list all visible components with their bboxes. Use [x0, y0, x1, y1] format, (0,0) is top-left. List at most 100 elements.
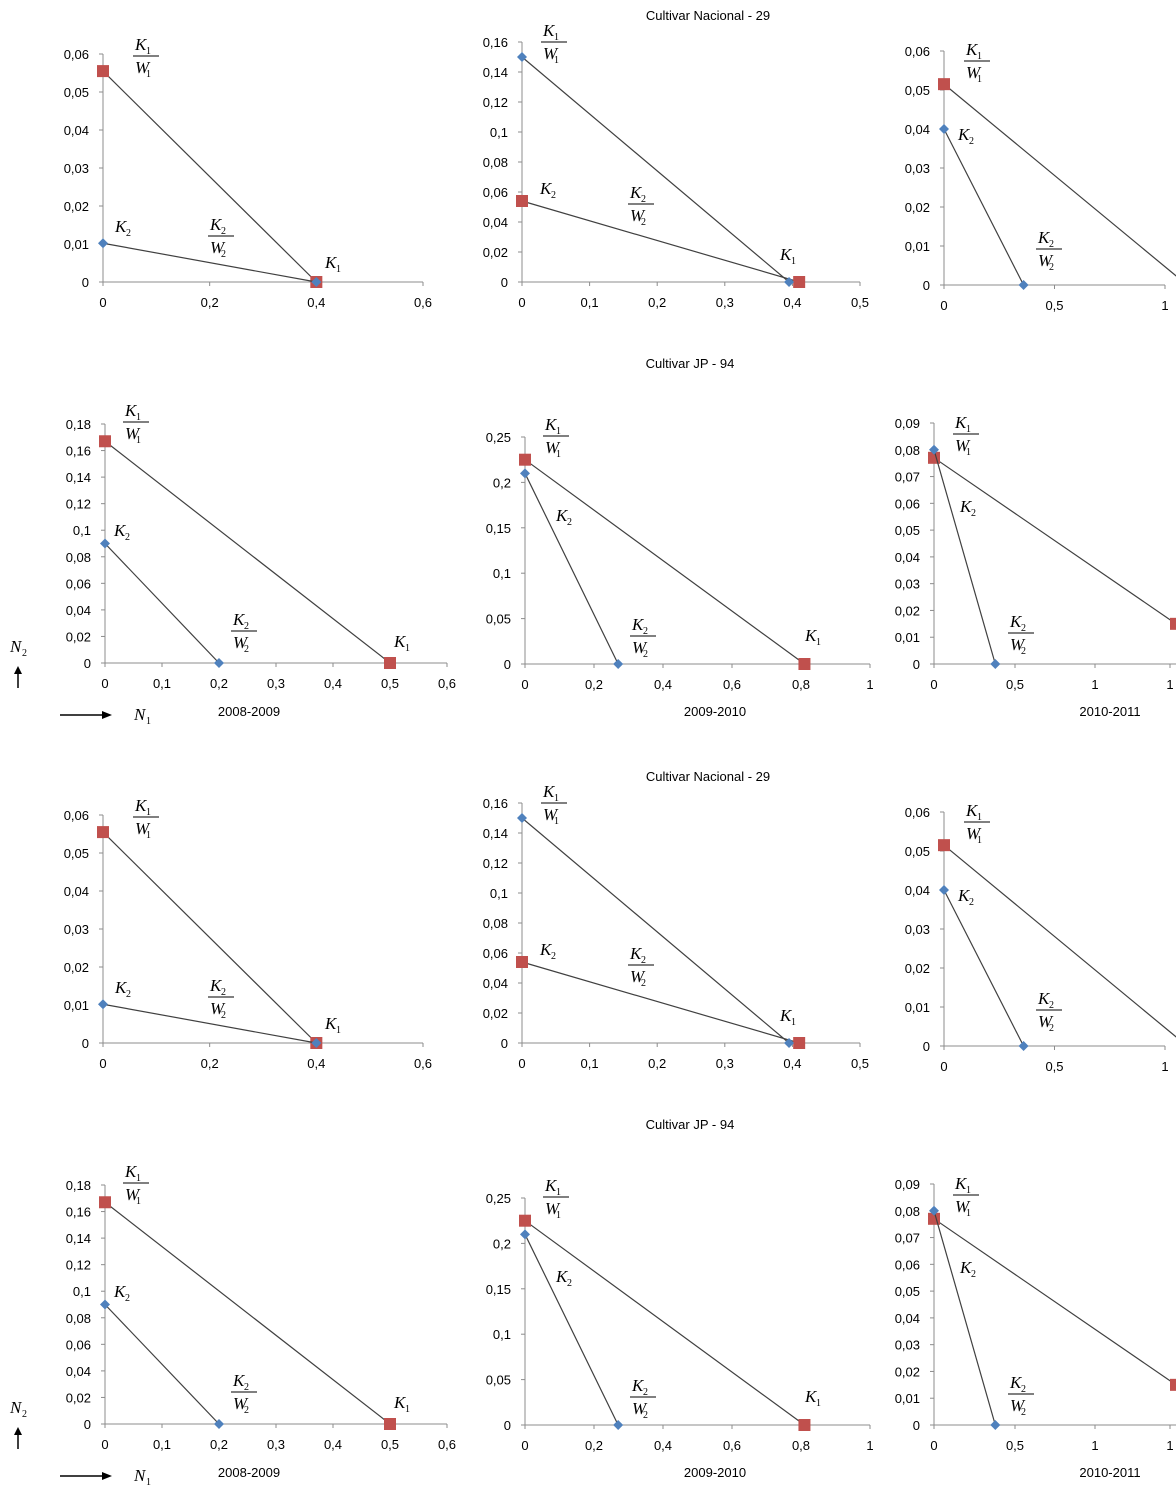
label-k1-subscript: 1	[816, 637, 821, 648]
label-k1-over-w1-denominator-letter: W	[125, 1185, 141, 1204]
square-marker	[519, 453, 531, 466]
y-tick-label: 0,16	[483, 35, 508, 50]
label-k1-over-w1-denominator-letter: W	[955, 436, 971, 455]
label-k2-letter: K	[959, 1258, 973, 1277]
isocline-line-species1	[943, 844, 1176, 1038]
x-axis-symbol-letter: N	[133, 1466, 147, 1485]
square-marker	[97, 65, 109, 78]
diamond-marker	[517, 813, 527, 823]
label-k1-over-w1-denominator-subscript: 1	[146, 69, 151, 80]
label-k1-over-w1: K 1W1	[123, 401, 149, 446]
label-k2-over-w2-numerator-letter: K	[1009, 612, 1023, 631]
label-k2-over-w2-denominator: W2	[632, 638, 648, 660]
y-tick-label: 0,08	[483, 916, 508, 931]
x-tick-label: 0,4	[783, 295, 801, 310]
label-k2-letter: K	[555, 506, 569, 525]
y-tick-label: 0,05	[895, 1284, 920, 1299]
x-tick-label: 1	[866, 1438, 873, 1453]
label-k2-over-w2-denominator-subscript: 2	[244, 644, 249, 655]
y-tick-label: 0	[923, 278, 930, 293]
y-tick-label: 0,07	[895, 470, 920, 485]
isocline-line-species2	[521, 56, 790, 283]
x-tick-label: 0,5	[1045, 1059, 1063, 1074]
square-marker	[1170, 617, 1176, 630]
label-k1-subscript: 1	[791, 1017, 796, 1028]
y-tick-label: 0,12	[66, 497, 91, 512]
label-k1-over-w1-numerator-letter: K	[954, 413, 968, 432]
x-tick-label: 0	[521, 1438, 528, 1453]
label-k1-over-w1-numerator-subscript: 1	[556, 426, 561, 437]
y-tick-label: 0	[504, 657, 511, 672]
label-k2-over-w2-denominator-letter: W	[630, 967, 646, 986]
y-tick-label: 0,15	[486, 521, 511, 536]
y-tick-label: 0,1	[493, 1327, 511, 1342]
label-k1-over-w1-denominator-subscript: 1	[977, 74, 982, 85]
x-tick-label: 0	[99, 1056, 106, 1071]
group-title: Cultivar JP - 94	[646, 1117, 735, 1132]
diamond-marker	[517, 52, 527, 62]
x-axis-symbol-letter: N	[133, 705, 147, 724]
y-tick-label: 0,08	[66, 550, 91, 565]
label-k1-over-w1-numerator-letter: K	[544, 1176, 558, 1195]
y-tick-label: 0,04	[483, 976, 508, 991]
y-tick-label: 0	[82, 275, 89, 290]
y-tick-label: 0,06	[66, 576, 91, 591]
y-tick-label: 0,15	[486, 1282, 511, 1297]
y-tick-label: 0	[501, 275, 508, 290]
label-k1-over-w1-denominator-subscript: 1	[966, 447, 971, 458]
y-tick-label: 0,01	[895, 1391, 920, 1406]
label-k1-over-w1-denominator: W1	[966, 63, 982, 85]
diamond-marker	[939, 124, 949, 134]
x-tick-label: 0	[930, 677, 937, 692]
y-tick-label: 0,06	[483, 185, 508, 200]
isocline-line-species1	[104, 1201, 391, 1425]
label-k2-letter: K	[114, 978, 128, 997]
label-k2-over-w2-denominator: W2	[233, 633, 249, 655]
x-axis-symbol-subscript: 1	[146, 716, 151, 727]
block-1-chart-1: 00,010,020,030,040,050,060 0,2 0,4 0,6K 1W1K…	[64, 35, 432, 310]
period-label: 2008-2009	[218, 704, 280, 719]
label-k2-letter: K	[957, 125, 971, 144]
square-marker	[793, 276, 806, 288]
isocline-line-species2	[943, 889, 1025, 1047]
label-k1-letter: K	[779, 245, 793, 264]
label-k1-over-w1-denominator-letter: W	[543, 44, 559, 63]
label-k2-subscript: 2	[567, 1278, 572, 1289]
square-marker	[793, 1037, 806, 1049]
label-k1-letter: K	[804, 1387, 818, 1406]
label-k1-over-w1-denominator: W1	[125, 1185, 141, 1207]
label-k1-over-w1-denominator: W1	[543, 44, 559, 66]
y-tick-label: 0,16	[483, 796, 508, 811]
isocline-line-species1	[102, 831, 317, 1044]
x-tick-label: 0,8	[792, 1438, 810, 1453]
label-k2-over-w2: K 2W2	[1036, 228, 1062, 273]
square-marker	[798, 1419, 811, 1431]
y-tick-label: 0,01	[64, 237, 89, 252]
label-k2-over-w2: K 2W2	[1008, 1373, 1034, 1418]
label-k2-over-w2-denominator: W2	[1010, 1396, 1026, 1418]
y-tick-label: 0,05	[486, 612, 511, 627]
y-tick-label: 0,05	[486, 1373, 511, 1388]
y-tick-label: 0,04	[895, 1311, 920, 1326]
label-k2-subscript: 2	[125, 1293, 130, 1304]
y-tick-label: 0	[913, 1418, 920, 1433]
x-axis-symbol-subscript: 1	[146, 1477, 151, 1485]
x-tick-label: 0,4	[324, 1437, 342, 1452]
label-k1-over-w1-numerator-subscript: 1	[977, 812, 982, 823]
y-tick-label: 0,1	[490, 886, 508, 901]
y-tick-label: 0,08	[483, 155, 508, 170]
label-k2-over-w2-numerator-subscript: 2	[221, 226, 226, 237]
label-k1-over-w1-denominator-letter: W	[543, 805, 559, 824]
